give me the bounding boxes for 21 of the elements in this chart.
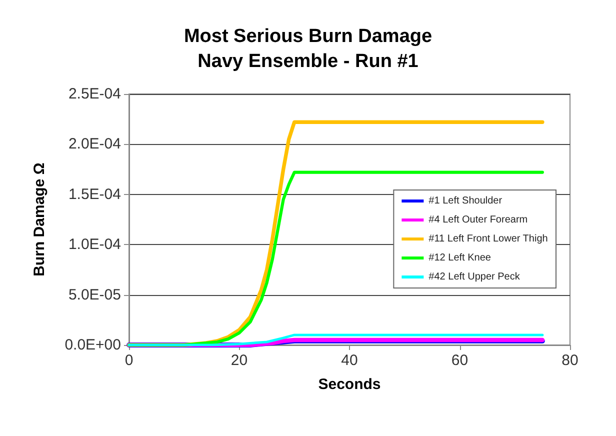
legend-label: #11 Left Front Lower Thigh	[428, 234, 548, 244]
y-tick-label: 0.0E+00	[64, 336, 121, 354]
legend-label: #1 Left Shoulder	[428, 196, 503, 206]
y-tick-label: 5.0E-05	[68, 286, 121, 304]
y-axis-title: Burn Damage Ω	[31, 162, 48, 276]
legend-label: #4 Left Outer Forearm	[428, 214, 528, 226]
chart-title: Most Serious Burn Damage	[184, 26, 432, 47]
chart-subtitle: Navy Ensemble - Run #1	[198, 51, 419, 72]
x-tick-label: 80	[562, 352, 578, 369]
legend-label: #12 Left Knee	[428, 252, 492, 264]
x-tick-label: 20	[230, 352, 248, 369]
legend-label: #42 Left Upper Peck	[428, 272, 521, 282]
x-axis-title: Seconds	[318, 376, 381, 393]
x-tick-label: 0	[124, 352, 134, 369]
y-tick-label: 2.5E-04	[68, 86, 121, 102]
line-series	[128, 334, 544, 346]
y-tick-label: 1.5E-04	[68, 186, 121, 203]
y-tick-label: 2.0E-04	[68, 136, 121, 153]
x-tick-label: 60	[451, 352, 468, 369]
y-tick-label: 1.0E-04	[68, 236, 121, 254]
x-tick-label: 40	[341, 352, 358, 369]
